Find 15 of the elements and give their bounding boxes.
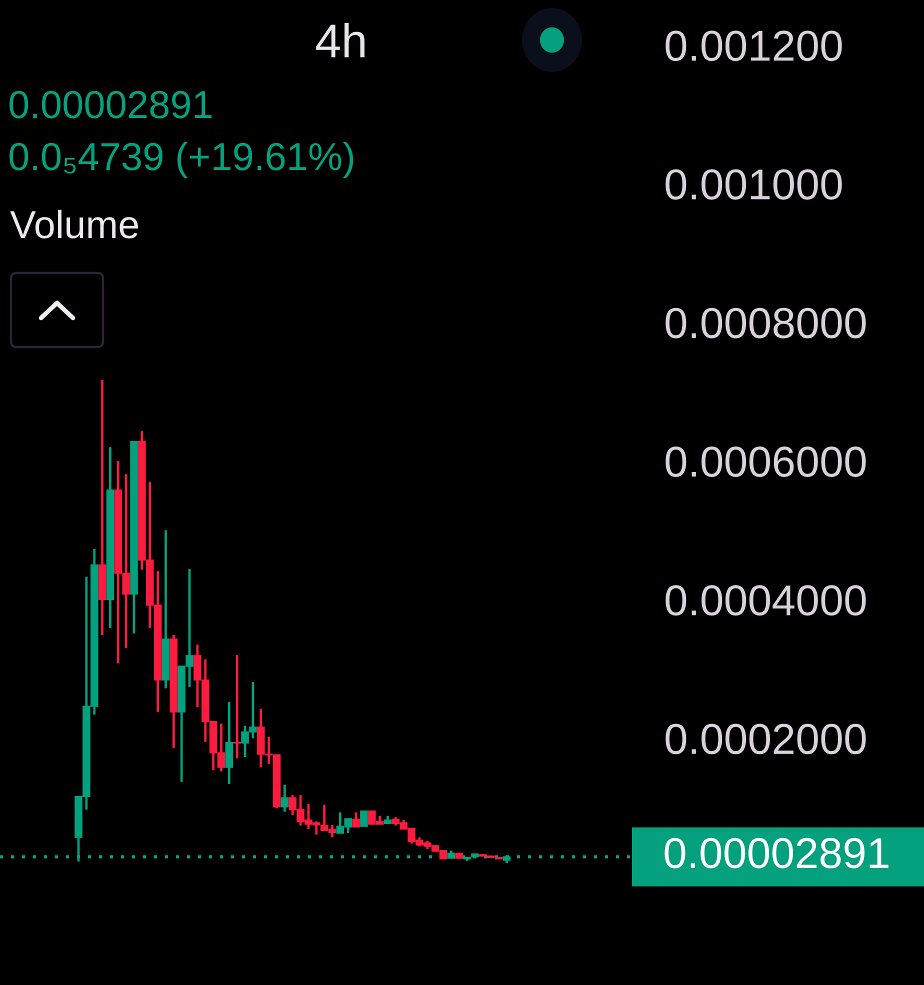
y-tick-label: 0.0002000 xyxy=(666,724,866,754)
candlestick xyxy=(352,811,360,828)
candlestick xyxy=(280,783,289,813)
y-tick-label: 0.001000 xyxy=(666,169,842,200)
ref-line-label: 0.00002891 xyxy=(664,838,888,868)
y-tick-label: 0.0004000 xyxy=(666,585,866,616)
candlestick xyxy=(360,810,368,827)
candlestick xyxy=(233,654,241,760)
y-tick-label: 0.0006000 xyxy=(666,446,866,477)
y-tick-label: 0.001200 xyxy=(666,30,842,62)
annotation: Volume xyxy=(10,210,138,238)
annotation: 0.0₅4739 (+19.61%) xyxy=(10,142,354,178)
y-tick-label: 0.0008000 xyxy=(666,308,866,338)
annotation: 0.00002891 xyxy=(10,90,212,118)
chart-title: 4h xyxy=(316,22,364,58)
